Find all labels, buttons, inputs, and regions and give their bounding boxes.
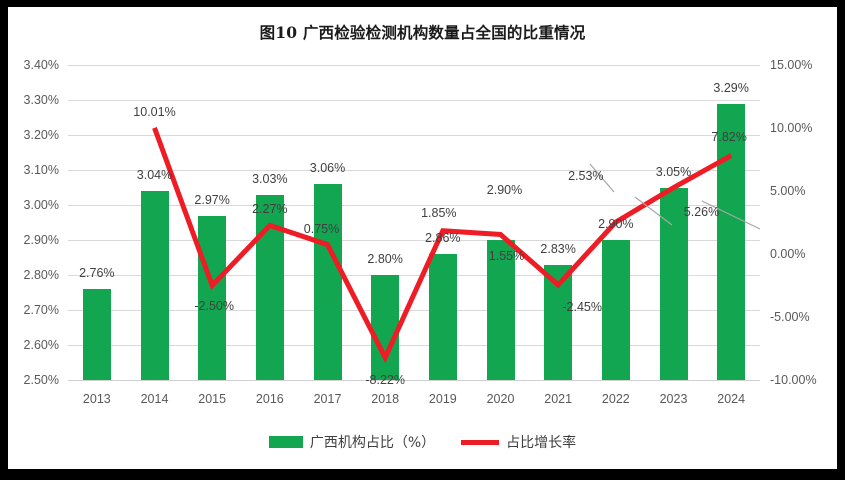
line-data-label: 0.75%	[303, 221, 340, 236]
line-data-label: -2.50%	[194, 298, 234, 313]
bar-data-label: 2.83%	[540, 241, 576, 256]
line-data-label: 10.01%	[133, 104, 176, 119]
gridline	[68, 380, 760, 381]
line-data-label: -8.22%	[365, 372, 405, 387]
bar-data-label: 2.80%	[367, 251, 403, 266]
legend-swatch-bar-icon	[268, 436, 303, 448]
right-axis-tick-label: -5.00%	[770, 310, 810, 324]
x-axis-tick-label: 2024	[717, 392, 746, 406]
gridline	[68, 100, 760, 101]
x-axis-tick-label: 2021	[544, 392, 573, 406]
x-axis-tick-label: 2014	[140, 392, 169, 406]
page-title: 图10 广西检验检测机构数量占全国的比重情况	[259, 23, 586, 42]
gridline	[68, 310, 760, 311]
bar-data-label: 2.76%	[79, 265, 115, 280]
bar-data-label: 2.90%	[598, 216, 634, 231]
line-data-label: 7.82%	[711, 130, 747, 145]
left-axis-tick-label: 3.10%	[23, 163, 59, 177]
right-axis-tick-label: 0.00%	[770, 247, 806, 261]
x-axis-tick-label: 2020	[486, 392, 515, 406]
legend-item-line[interactable]: 占比增长率	[461, 432, 576, 452]
x-axis-ticks: 2013 2014 2015 2016 2017 2018 2019 2020 2021 2022…	[68, 392, 760, 412]
right-axis-tick-label: -10.00%	[770, 373, 817, 387]
legend-item-line-label: 占比增长率	[506, 435, 577, 451]
gridline	[68, 205, 760, 206]
line-data-label: 1.85%	[421, 205, 457, 220]
x-axis-tick-label: 2022	[601, 392, 630, 406]
bar-data-label: 3.03%	[252, 171, 288, 186]
bar[interactable]	[313, 184, 342, 380]
gridline	[68, 275, 760, 276]
bar[interactable]	[82, 289, 111, 380]
left-axis-tick-label: 2.50%	[23, 373, 59, 387]
line-data-label: 5.26%	[683, 204, 720, 219]
right-axis-tick-label: 10.00%	[770, 121, 813, 135]
x-axis-tick-label: 2013	[82, 392, 111, 406]
gridline	[68, 345, 760, 346]
left-axis-tick-label: 3.40%	[23, 58, 59, 72]
plot-area: 3.40% 3.30% 3.20% 3.10% 3.00% 2.90% 2.80% 2.70%…	[24, 59, 817, 386]
legend-item-bar-label: 广西机构占比（%）	[309, 435, 436, 451]
x-axis-tick-label: 2016	[255, 392, 284, 406]
left-axis-tick-label: 3.20%	[23, 128, 59, 142]
bar[interactable]	[544, 264, 573, 380]
legend: 广西机构占比（%） 占比增长率	[8, 432, 837, 452]
bar[interactable]	[717, 103, 746, 380]
line-data-label: 1.55%	[488, 249, 525, 264]
x-axis-tick-label: 2023	[659, 392, 688, 406]
x-axis-tick-label: 2019	[428, 392, 457, 406]
bar[interactable]	[140, 191, 169, 380]
left-axis-tick-label: 2.90%	[23, 233, 59, 247]
chart-page: 图10 广西检验检测机构数量占全国的比重情况 3.40% 3.30% 3.20% 3.…	[8, 7, 837, 469]
bar-data-label: 2.90%	[486, 182, 523, 197]
left-axis-tick-label: 3.30%	[23, 93, 59, 107]
bar-data-label: 3.05%	[655, 164, 692, 179]
right-axis-tick-label: 15.00%	[770, 58, 813, 72]
left-axis-tick-label: 2.80%	[23, 268, 59, 282]
line-data-label: 2.27%	[252, 202, 288, 217]
right-axis-tick-label: 5.00%	[770, 184, 806, 198]
left-axis-tick-label: 3.00%	[23, 198, 59, 212]
bar[interactable]	[371, 275, 400, 380]
bar-data-label: 3.06%	[309, 160, 346, 175]
bar-data-label: 2.86%	[425, 230, 461, 245]
line-data-label: 2.53%	[568, 168, 604, 183]
bar-data-label: 3.29%	[713, 80, 749, 95]
gridline	[68, 135, 760, 136]
legend-item-bar[interactable]: 广西机构占比（%）	[268, 432, 436, 452]
x-axis-tick-label: 2015	[198, 392, 227, 406]
x-axis-tick-label: 2018	[371, 392, 400, 406]
line-data-label: -2.45%	[562, 299, 602, 314]
bar[interactable]	[255, 194, 284, 380]
gridline	[68, 240, 760, 241]
bar-data-label: 2.97%	[194, 192, 230, 207]
bar[interactable]	[428, 254, 457, 380]
bar[interactable]	[601, 240, 630, 380]
x-axis-tick-label: 2017	[313, 392, 342, 406]
left-axis-tick-label: 2.70%	[23, 303, 59, 317]
left-axis-tick-label: 2.60%	[23, 338, 59, 352]
legend-swatch-line-icon	[461, 439, 500, 445]
bar-data-label: 3.04%	[136, 167, 173, 182]
gridline	[68, 65, 760, 66]
